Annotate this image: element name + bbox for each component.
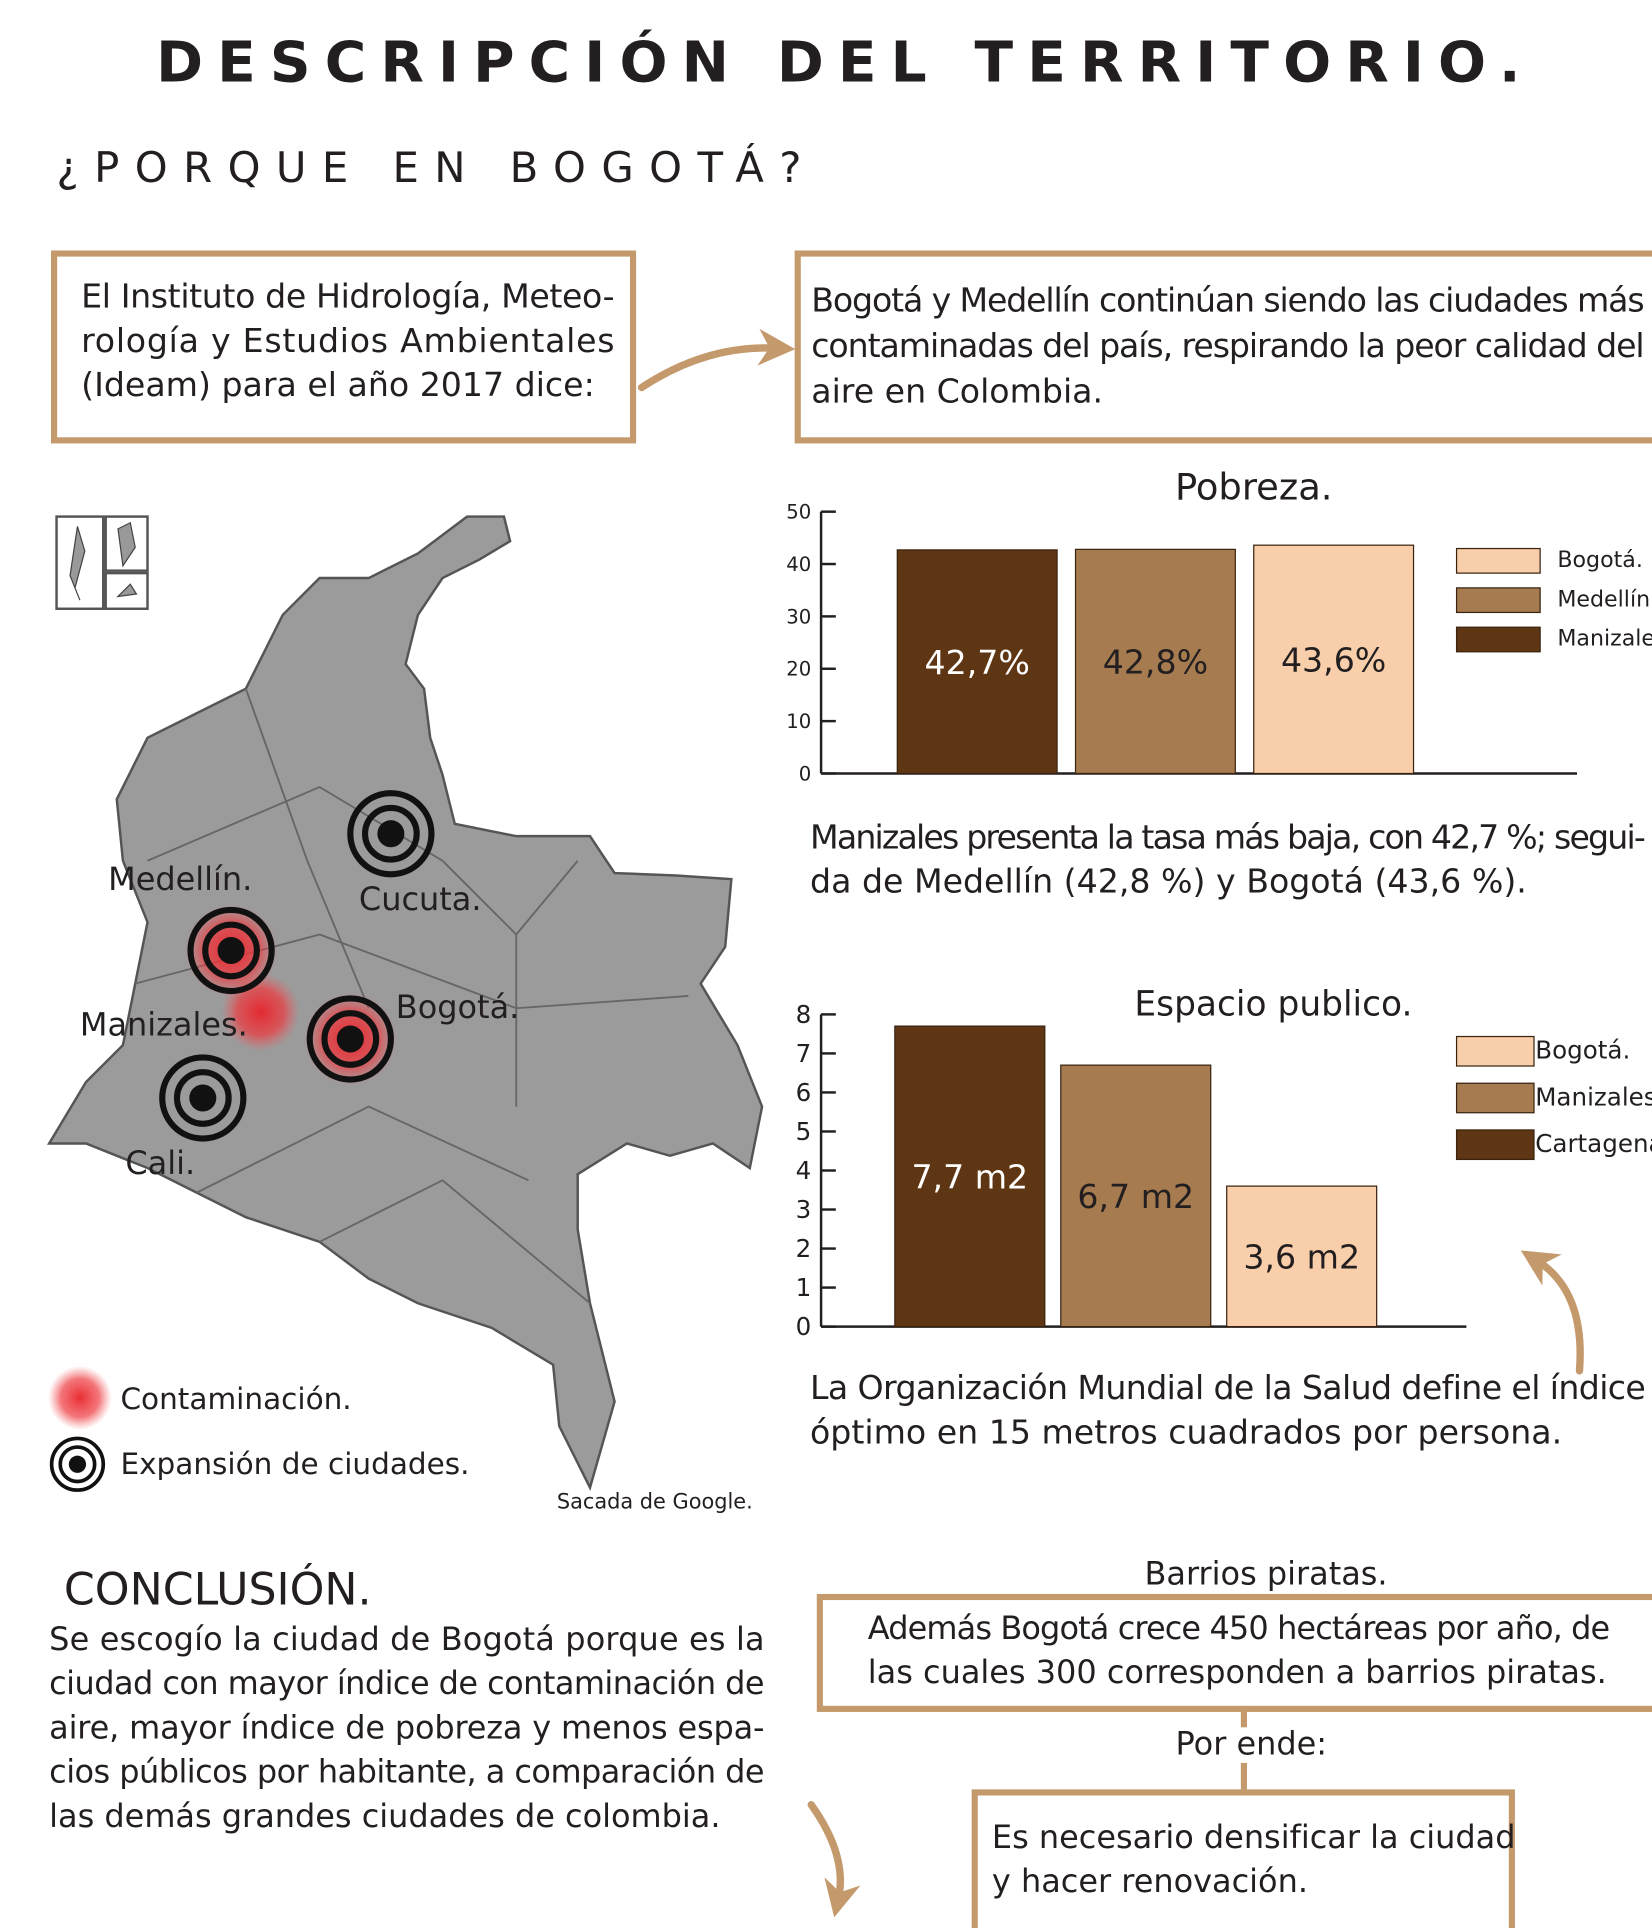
finding-line: contaminadas del país, respirando la peo… <box>811 326 1644 365</box>
city-label: Cucuta. <box>359 880 482 918</box>
y-tick-label: 30 <box>786 605 811 628</box>
result-line: Es necesario densificar la ciudad <box>992 1818 1516 1856</box>
legend-label: Manizales <box>1557 626 1652 652</box>
legend-swatch <box>1457 627 1541 652</box>
y-tick-label: 20 <box>786 658 811 681</box>
source: Sacada de Google. <box>557 1490 753 1514</box>
y-tick-label: 8 <box>796 1000 812 1029</box>
city-label: Cali. <box>125 1144 195 1182</box>
poster: DESCRIPCIÓN DEL TERRITORIO. ¿PORQUE EN B… <box>0 0 1652 1928</box>
arrow <box>1536 1260 1580 1371</box>
chart-caption: Manizales presenta la tasa más baja, con… <box>810 817 1646 856</box>
legend-label: Expansión de ciudades. <box>120 1447 469 1481</box>
legend-label: Manizales <box>1535 1082 1652 1111</box>
conclusion-line: las demás grandes ciudades de colombia. <box>49 1797 720 1835</box>
intro-line: (Ideam) para el año 2017 dice: <box>81 365 595 404</box>
y-tick-label: 5 <box>796 1117 812 1146</box>
chart-caption: óptimo en 15 metros cuadrados por person… <box>810 1412 1562 1451</box>
y-tick-label: 0 <box>796 1312 812 1341</box>
legend-swatch <box>48 1366 112 1430</box>
y-tick-label: 0 <box>799 762 812 785</box>
page-subtitle: ¿PORQUE EN BOGOTÁ? <box>57 142 802 192</box>
barrios-line: las cuales 300 corresponden a barrios pi… <box>868 1653 1607 1691</box>
city-label: Medellín. <box>108 860 252 898</box>
y-tick-label: 6 <box>796 1078 812 1107</box>
finding-line: aire en Colombia. <box>811 371 1103 410</box>
conclusion-line: aire, mayor índice de pobreza y menos es… <box>49 1708 764 1746</box>
y-tick-label: 50 <box>786 501 811 524</box>
legend-swatch <box>1457 588 1541 613</box>
arrow <box>811 1805 840 1900</box>
conclusion-title: CONCLUSIÓN. <box>64 1562 372 1615</box>
legend-swatch <box>1457 1130 1534 1160</box>
legend-label: Bogotá. <box>1535 1036 1630 1065</box>
legend-label: Contaminación. <box>120 1382 351 1416</box>
y-tick-label: 3 <box>796 1195 812 1224</box>
city-label: Bogotá. <box>396 988 520 1026</box>
y-tick-label: 2 <box>796 1234 812 1263</box>
value-label: 6,7 m2 <box>1077 1177 1194 1216</box>
result-line: y hacer renovación. <box>992 1862 1308 1900</box>
y-tick-label: 10 <box>786 710 811 733</box>
value-label: 42,8% <box>1103 643 1208 682</box>
connector-label: Por ende: <box>1176 1724 1328 1762</box>
barrios-line: Además Bogotá crece 450 hectáreas por añ… <box>868 1609 1610 1647</box>
y-tick-label: 7 <box>796 1039 812 1068</box>
legend-label: Medellín. <box>1557 586 1652 612</box>
legend-swatch <box>1457 549 1541 574</box>
conclusion-line: ciudad con mayor índice de contaminación… <box>49 1664 764 1702</box>
arrow <box>642 348 777 388</box>
chart-caption: da de Medellín (42,8 %) y Bogotá (43,6 %… <box>810 862 1527 901</box>
conclusion-line: Se escogío la ciudad de Bogotá porque es… <box>49 1620 764 1658</box>
legend-swatch <box>1457 1083 1534 1113</box>
legend-swatch <box>1457 1037 1534 1067</box>
city-label: Manizales. <box>80 1005 248 1043</box>
page: { "title": "DESCRIPCIÓN DEL TERRITORIO."… <box>0 0 1652 1928</box>
chart-caption: La Organización Mundial de la Salud defi… <box>810 1368 1646 1407</box>
y-tick-label: 4 <box>796 1156 812 1185</box>
legend-label: Bogotá. <box>1557 547 1643 573</box>
intro-line: El Instituto de Hidrología, Meteo- <box>81 277 614 316</box>
conclusion-line: cios públicos por habitante, a comparaci… <box>49 1753 764 1791</box>
page-title: DESCRIPCIÓN DEL TERRITORIO. <box>156 27 1520 95</box>
finding-line: Bogotá y Medellín continúan siendo las c… <box>811 280 1644 319</box>
intro-line: rología y Estudios Ambientales <box>81 321 614 360</box>
chart-title: Espacio publico. <box>1134 985 1412 1025</box>
value-label: 3,6 m2 <box>1243 1238 1360 1277</box>
value-label: 7,7 m2 <box>911 1158 1028 1197</box>
barrios-title: Barrios piratas. <box>1144 1555 1387 1593</box>
y-tick-label: 40 <box>786 553 811 576</box>
chart-title: Pobreza. <box>1175 465 1333 508</box>
value-label: 43,6% <box>1281 641 1386 680</box>
result-box <box>975 1792 1512 1928</box>
y-tick-label: 1 <box>796 1273 812 1302</box>
legend-label: Cartagena <box>1535 1129 1652 1158</box>
value-label: 42,7% <box>924 643 1029 682</box>
map: Medellín. Cucuta. Manizales. Bogotá. Cal… <box>48 517 762 1514</box>
